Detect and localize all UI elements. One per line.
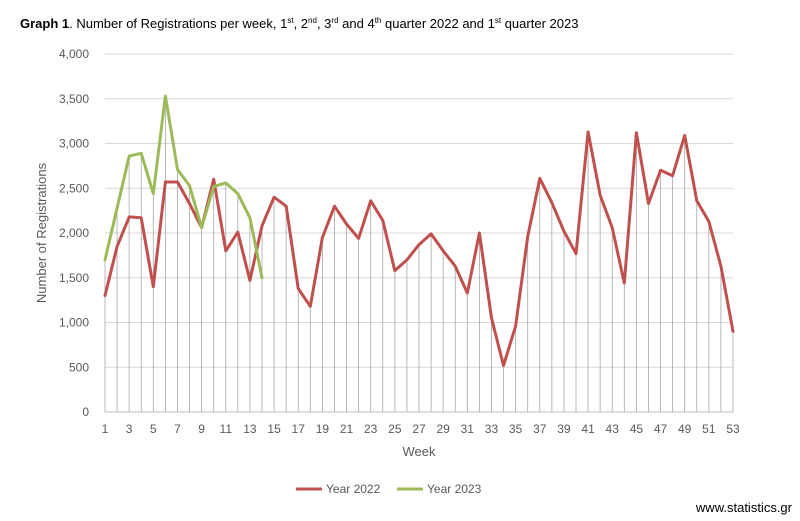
chart-title-text-2: , 2: [293, 16, 309, 31]
x-tick-label: 51: [702, 422, 716, 436]
y-tick-label: 1,500: [59, 271, 89, 285]
series-layer: [103, 94, 735, 367]
y-tick-label: 2,000: [59, 226, 89, 240]
chart-title-text-4: , 3: [316, 16, 332, 31]
x-tick-label: 33: [485, 422, 499, 436]
x-tick-label: 21: [340, 422, 354, 436]
x-tick-label: 29: [436, 422, 450, 436]
chart-title-sup-9: st: [494, 16, 502, 25]
x-tick-label: 1: [102, 422, 109, 436]
chart-title-sup-3: nd: [308, 16, 317, 25]
chart-title-sup-1: st: [287, 16, 294, 25]
chart-title-label: Graph 1: [20, 16, 70, 31]
legend-label: Year 2023: [427, 482, 482, 496]
x-tick-label: 25: [388, 422, 402, 436]
x-tick-label: 43: [606, 422, 620, 436]
x-tick-label: 47: [654, 422, 668, 436]
y-tick-label: 0: [82, 405, 89, 419]
droplines-layer: [104, 96, 734, 412]
series-line-year-2023: [103, 94, 264, 280]
legend-label: Year 2022: [326, 482, 381, 496]
x-tick-label: 13: [243, 422, 257, 436]
y-tick-label: 3,500: [59, 92, 89, 106]
x-tick-label: 23: [364, 422, 378, 436]
source-url: www.statistics.gr: [695, 500, 792, 515]
x-tick-label: 19: [316, 422, 330, 436]
x-tick-label: 31: [461, 422, 475, 436]
x-tick-label: 3: [126, 422, 133, 436]
x-tick-label: 15: [267, 422, 281, 436]
chart-title-text-8: quarter 2022 and 1: [381, 16, 495, 31]
chart-title-text-6: and 4: [338, 16, 375, 31]
chart-title-sup-5: rd: [331, 16, 339, 25]
x-tick-label: 11: [220, 422, 233, 436]
legend: Year 2022 Year 2023: [296, 482, 482, 496]
x-tick-label: 45: [630, 422, 644, 436]
y-tick-label: 4,000: [59, 47, 89, 61]
y-tick-label: 3,000: [59, 137, 89, 151]
x-tick-label: 9: [198, 422, 205, 436]
x-tick-label: 39: [557, 422, 571, 436]
chart-title-text-10: quarter 2023: [501, 16, 579, 31]
chart-title: Graph 1. Number of Registrations per wee…: [20, 16, 578, 31]
x-tick-label: 37: [533, 422, 547, 436]
x-tick-label: 35: [509, 422, 523, 436]
axis-layer: 0 500 1,000 1,500 2,000 2,500 3,000 3,500 4,000 1…: [34, 47, 740, 459]
x-axis-title: Week: [403, 444, 436, 459]
y-tick-label: 1,000: [59, 316, 89, 330]
chart-title-text-0: . Number of Registrations per week, 1: [69, 16, 288, 31]
x-tick-label: 49: [678, 422, 692, 436]
x-tick-label: 27: [412, 422, 426, 436]
y-tick-label: 2,500: [59, 181, 89, 195]
x-tick-label: 7: [174, 422, 181, 436]
y-axis-title: Number of Registrations: [34, 162, 49, 303]
chart-title-sup-7: th: [374, 16, 382, 25]
x-tick-label: 17: [292, 422, 306, 436]
x-tick-label: 41: [581, 422, 595, 436]
x-tick-label: 53: [726, 422, 740, 436]
y-tick-label: 500: [69, 360, 89, 374]
x-tick-label: 5: [150, 422, 157, 436]
